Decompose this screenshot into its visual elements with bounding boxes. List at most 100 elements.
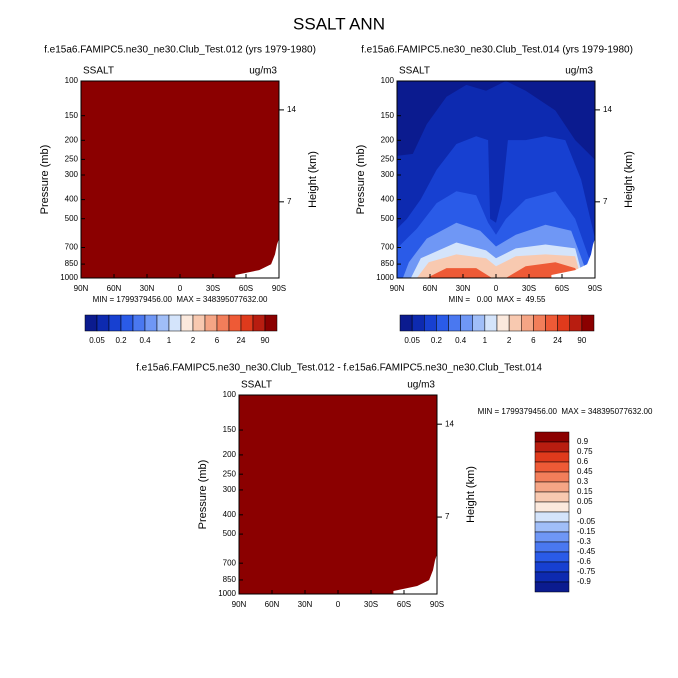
y-tick-label: 100 <box>223 390 237 399</box>
y2-tick-label: 7 <box>603 197 608 206</box>
x-tick-label: 60S <box>397 600 411 609</box>
colorbar-box <box>534 471 570 483</box>
y-tick-label: 700 <box>65 243 79 252</box>
colorbar-label: 0.6 <box>577 457 589 466</box>
colorbar-label: 2 <box>507 336 512 345</box>
x-tick-label: 0 <box>336 600 341 609</box>
y-axis-label: Pressure (mb) <box>197 460 209 530</box>
y-tick-label: 150 <box>381 111 395 120</box>
x-tick-label: 90S <box>588 284 602 293</box>
x-tick-label: 30N <box>140 284 155 293</box>
panel: f.e15a6.FAMIPC5.ne30_ne30.Club_Test.012 … <box>136 363 653 609</box>
colorbar-box <box>534 531 570 543</box>
colorbar-label: 1 <box>167 336 172 345</box>
y-tick-label: 300 <box>381 170 395 179</box>
colorbar-box <box>96 314 110 332</box>
colorbar-label: 0.15 <box>577 487 593 496</box>
y-tick-label: 100 <box>381 76 395 85</box>
colorbar-box <box>534 541 570 553</box>
panel: f.e15a6.FAMIPC5.ne30_ne30.Club_Test.014 … <box>355 45 635 345</box>
x-tick-label: 30S <box>206 284 220 293</box>
colorbar-label: 6 <box>531 336 536 345</box>
colorbar-box <box>204 314 218 332</box>
colorbar-label: 0.9 <box>577 437 589 446</box>
colorbar-label: 0.2 <box>115 336 127 345</box>
colorbar-box <box>496 314 510 332</box>
x-tick-label: 0 <box>494 284 499 293</box>
x-tick-label: 60N <box>423 284 438 293</box>
colorbar-label: 0.4 <box>455 336 467 345</box>
y-tick-label: 250 <box>381 155 395 164</box>
panel: f.e15a6.FAMIPC5.ne30_ne30.Club_Test.012 … <box>39 45 319 345</box>
colorbar-box <box>534 581 570 593</box>
y-tick-label: 850 <box>381 259 395 268</box>
variable-label: SSALT <box>241 380 272 391</box>
y-tick-label: 850 <box>65 259 79 268</box>
colorbar-box <box>264 314 278 332</box>
x-tick-label: 60N <box>265 600 280 609</box>
colorbar-label: -0.9 <box>577 577 591 586</box>
colorbar-box <box>534 451 570 463</box>
colorbar-box <box>472 314 486 332</box>
panel-subtitle: f.e15a6.FAMIPC5.ne30_ne30.Club_Test.012 … <box>136 363 542 374</box>
colorbar-label: 0.75 <box>577 447 593 456</box>
colorbar-box <box>534 441 570 453</box>
y2-axis-label: Height (km) <box>623 151 635 208</box>
y-axis-label: Pressure (mb) <box>39 145 51 215</box>
colorbar-box <box>521 314 534 332</box>
x-tick-label: 90N <box>74 284 89 293</box>
y2-axis-label: Height (km) <box>307 151 319 208</box>
min-max-stats: MIN = 0.00 MAX = 49.55 <box>449 295 546 304</box>
colorbar-box <box>411 314 425 332</box>
y-tick-label: 700 <box>381 243 395 252</box>
contour-fill <box>235 238 279 278</box>
colorbar-box <box>144 314 158 332</box>
colorbar-box <box>533 314 546 332</box>
colorbar-box <box>545 314 558 332</box>
y2-tick-label: 14 <box>603 105 612 114</box>
colorbar-box <box>252 314 266 332</box>
y-tick-label: 500 <box>381 214 395 223</box>
y-tick-label: 400 <box>65 195 79 204</box>
colorbar-box <box>534 511 570 523</box>
colorbar-box <box>557 314 570 332</box>
colorbar-box <box>581 314 595 332</box>
colorbar-box <box>534 571 570 583</box>
y2-tick-label: 14 <box>287 105 296 114</box>
x-tick-label: 30S <box>522 284 536 293</box>
colorbar-box <box>399 314 413 332</box>
colorbar-label: 0.05 <box>89 336 105 345</box>
colorbar-box <box>108 314 122 332</box>
colorbar-label: 0.05 <box>577 497 593 506</box>
colorbar-box <box>132 314 146 332</box>
y-tick-label: 1000 <box>60 273 78 282</box>
colorbar-box <box>534 491 570 503</box>
contour-fill <box>239 395 437 594</box>
colorbar-box <box>534 481 570 493</box>
colorbar-label: -0.05 <box>577 517 596 526</box>
colorbar-box <box>228 314 242 332</box>
y-tick-label: 850 <box>223 575 237 584</box>
x-tick-label: 30N <box>298 600 313 609</box>
x-tick-label: 60S <box>239 284 253 293</box>
x-tick-label: 0 <box>178 284 183 293</box>
y-tick-label: 150 <box>65 111 79 120</box>
y-tick-label: 250 <box>65 155 79 164</box>
colorbar-label: 0.2 <box>431 336 443 345</box>
y-tick-label: 200 <box>65 135 79 144</box>
x-tick-label: 90N <box>232 600 247 609</box>
y-tick-label: 700 <box>223 558 237 567</box>
units-label: ug/m3 <box>565 66 593 77</box>
colorbar-box <box>84 314 98 332</box>
colorbar-box <box>424 314 437 332</box>
y-tick-label: 400 <box>223 510 237 519</box>
colorbar-box <box>534 431 570 443</box>
colorbar-box <box>240 314 254 332</box>
units-label: ug/m3 <box>407 380 435 391</box>
colorbar-label: -0.75 <box>577 567 596 576</box>
colorbar-label: -0.6 <box>577 557 591 566</box>
y-tick-label: 500 <box>223 529 237 538</box>
x-tick-label: 60S <box>555 284 569 293</box>
colorbar-label: 0 <box>577 507 582 516</box>
